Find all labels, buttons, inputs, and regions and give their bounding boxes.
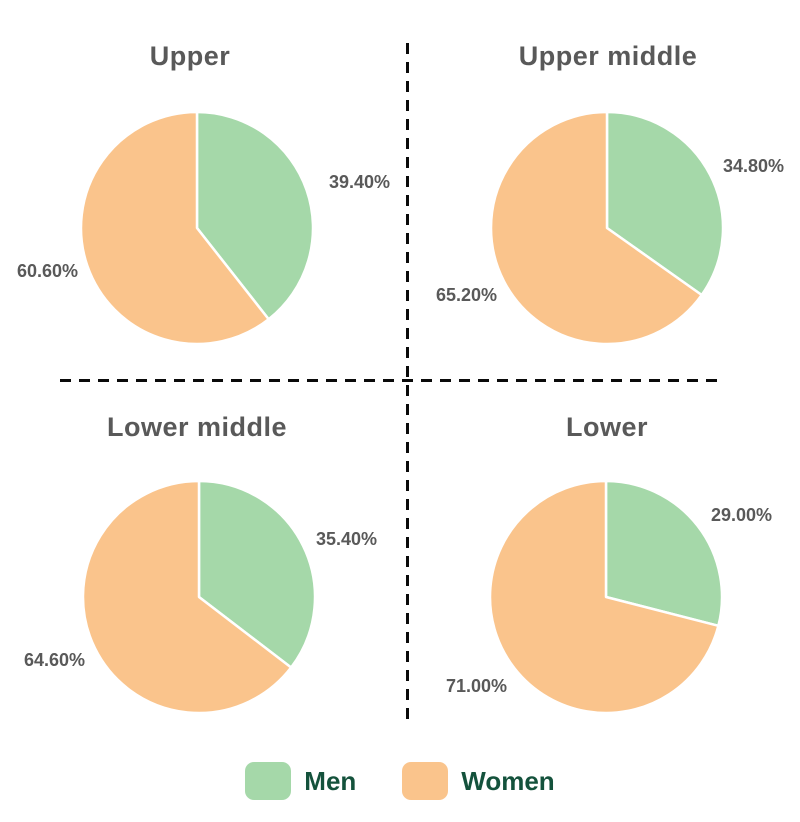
men-color-swatch bbox=[245, 762, 292, 800]
chart-title-upper-middle: Upper middle bbox=[518, 41, 698, 71]
pie-slice-men bbox=[605, 110, 725, 297]
pie-slice-women bbox=[488, 479, 720, 715]
data-label-lower-women: 71.00% bbox=[446, 676, 508, 696]
data-label-upper-women: 60.60% bbox=[17, 261, 79, 281]
pie-slice-women bbox=[81, 479, 293, 715]
legend-label-women: Women bbox=[461, 765, 555, 796]
horizontal-dashed-divider bbox=[60, 379, 723, 382]
pie-upper bbox=[79, 110, 315, 346]
data-label-upper-middle-men: 34.80% bbox=[723, 156, 785, 176]
chart-title-lower: Lower bbox=[565, 412, 648, 442]
legend-item-men: Men bbox=[245, 762, 356, 800]
pie-lower bbox=[488, 479, 724, 715]
legend-item-women: Women bbox=[402, 762, 555, 800]
data-label-lower-middle-women: 64.60% bbox=[24, 650, 86, 670]
pie-slice-men bbox=[197, 479, 317, 669]
chart-title-lower-middle: Lower middle bbox=[106, 412, 288, 442]
vertical-dashed-divider bbox=[406, 43, 409, 722]
women-color-swatch bbox=[402, 762, 449, 800]
data-label-lower-men: 29.00% bbox=[711, 505, 773, 525]
pie-slice-men bbox=[604, 479, 724, 628]
pie-slice-men bbox=[195, 110, 315, 321]
data-label-lower-middle-men: 35.40% bbox=[316, 529, 378, 549]
data-label-upper-men: 39.40% bbox=[329, 172, 391, 192]
pie-slice-women bbox=[489, 110, 703, 346]
legend: Men Women bbox=[0, 760, 800, 802]
pie-lower-middle bbox=[81, 479, 317, 715]
pie-slice-women bbox=[79, 110, 270, 346]
legend-label-men: Men bbox=[304, 765, 357, 796]
chart-title-upper: Upper bbox=[149, 41, 231, 71]
data-label-upper-middle-women: 65.20% bbox=[436, 285, 498, 305]
pie-upper-middle bbox=[489, 110, 725, 346]
